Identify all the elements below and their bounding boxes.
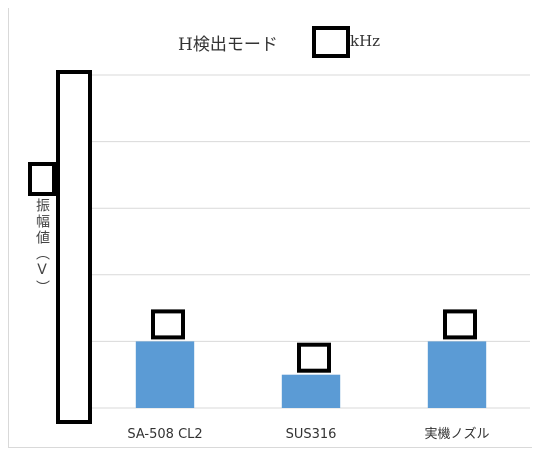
y-ticks-redaction-box	[56, 70, 92, 424]
data-label-redaction-box	[297, 342, 331, 373]
chart-border-left	[8, 8, 9, 448]
chart-title-unit: kHz	[350, 32, 381, 50]
x-tick-label: 実機ノズル	[424, 426, 489, 442]
chart-title-prefix: H検出モード	[178, 35, 278, 55]
title-redaction-box	[312, 26, 350, 58]
y-axis-label: 振幅値（V）	[34, 198, 50, 296]
chart-border-bottom	[8, 447, 532, 448]
bar	[281, 374, 341, 408]
y-label-redaction-box	[28, 162, 56, 196]
bar	[427, 341, 487, 408]
data-label-redaction-box	[151, 309, 185, 340]
data-label-redaction-box	[443, 309, 477, 340]
chart-title: H検出モード kHz	[0, 26, 540, 60]
x-tick-label: SUS316	[286, 427, 337, 442]
bar	[135, 341, 195, 408]
x-tick-label: SA-508 CL2	[127, 427, 202, 442]
